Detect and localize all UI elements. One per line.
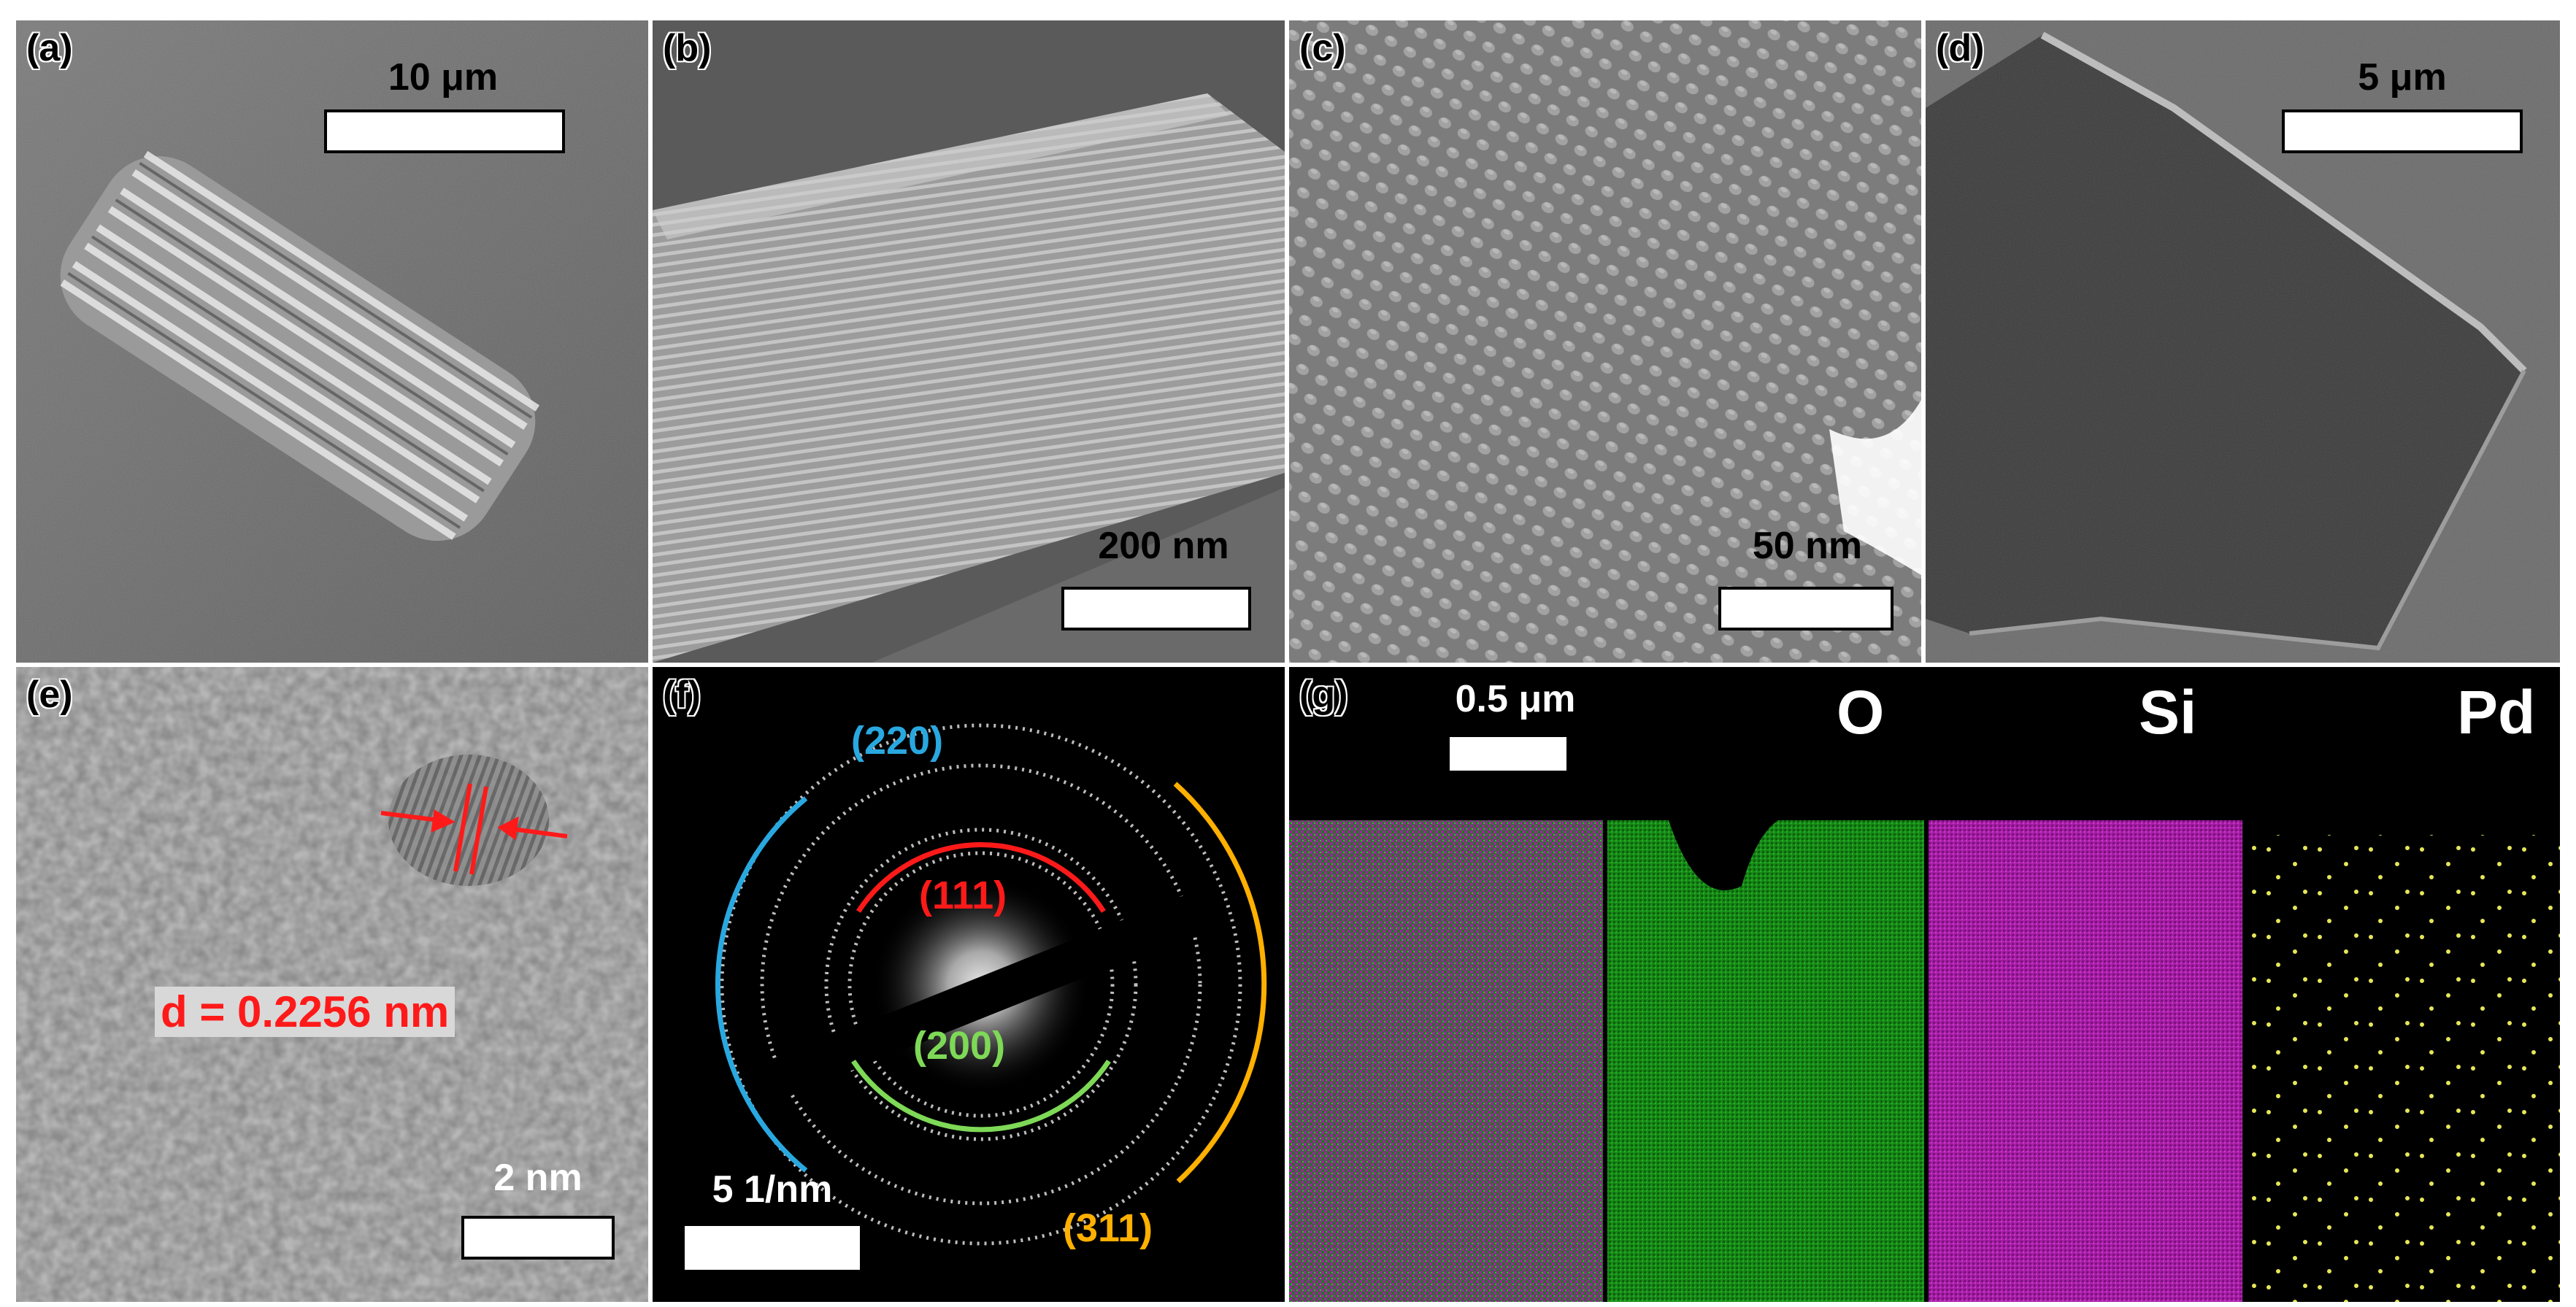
ring-label-311: (311) (1063, 1206, 1153, 1250)
scale-label-a: 10 μm (388, 56, 499, 99)
scale-label-e: 2 nm (493, 1157, 583, 1199)
eds-maps-g (1289, 667, 2560, 1302)
saed-pattern-f (653, 667, 1285, 1302)
panel-e-hrtem: (e) d = 0.2256 nm 2 nm (16, 667, 648, 1302)
scale-bar-g (1450, 737, 1566, 771)
hrtem-image-e (16, 667, 648, 1302)
element-label-si: Si (2139, 678, 2197, 747)
scale-label-b: 200 nm (1098, 525, 1229, 567)
sem-image-c (1289, 20, 1921, 663)
scale-label-c: 50 nm (1752, 525, 1863, 567)
ring-arc-220 (715, 796, 808, 1173)
scale-bar-a (324, 109, 565, 153)
panel-letter-f: (f) (663, 674, 701, 716)
panel-letter-e: (e) (26, 674, 73, 716)
scale-bar-d (2282, 109, 2523, 153)
panel-c-sem: (c) 50 nm (1289, 20, 1921, 663)
panel-a-sem: (a) 10 μm (16, 20, 648, 663)
panel-letter-c: (c) (1299, 27, 1346, 69)
ring-label-200: (200) (913, 1024, 1006, 1068)
palladium-map (2247, 835, 2560, 1302)
scale-bar-e (461, 1216, 615, 1260)
panel-d-sem: (d) 5 μm (1926, 20, 2560, 663)
scale-bar-f (685, 1226, 860, 1270)
sem-image-b (653, 20, 1285, 663)
scale-bar-c (1718, 587, 1893, 631)
lattice-spacing-marker (380, 783, 568, 875)
element-label-pd: Pd (2457, 678, 2536, 747)
bundle-a (60, 150, 540, 541)
oxygen-map (1607, 820, 1924, 1302)
panel-letter-d: (d) (1936, 27, 1985, 69)
overlay-map (1289, 820, 1603, 1302)
panel-letter-a: (a) (26, 27, 73, 69)
scale-label-d: 5 μm (2358, 56, 2447, 99)
scale-label-f: 5 1/nm (712, 1168, 833, 1211)
silicon-map (1929, 820, 2242, 1302)
ring-arc-200 (851, 1060, 1111, 1133)
scale-label-g: 0.5 μm (1455, 678, 1576, 720)
ring-arc-111 (856, 842, 1106, 913)
panel-letter-g: (g) (1299, 674, 1348, 716)
panel-letter-b: (b) (663, 27, 712, 69)
panel-f-saed: (f) (111) (200) (220) (311) 5 1/nm (653, 667, 1285, 1302)
panel-g-eds: (g) 0.5 μm O Si Pd (1289, 667, 2560, 1302)
ring-arc-311 (1173, 782, 1267, 1184)
element-label-o: O (1837, 678, 1885, 747)
d-spacing-label: d = 0.2256 nm (155, 987, 455, 1037)
ring-label-111: (111) (919, 874, 1007, 917)
panel-b-sem: (b) 200 nm (653, 20, 1285, 663)
ring-label-220: (220) (851, 719, 944, 763)
scale-bar-b (1061, 587, 1251, 631)
